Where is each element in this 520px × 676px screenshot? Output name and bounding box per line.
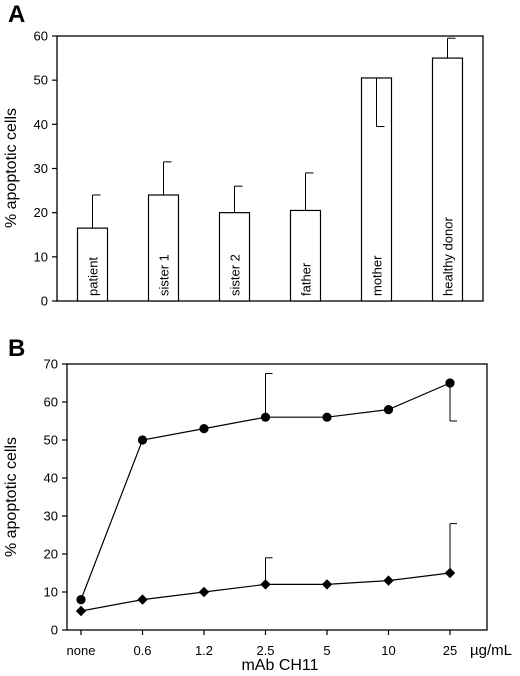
panel-b-x-tick-label: none [67,643,96,658]
data-point-circle [260,412,271,422]
panel-a-y-tick-label: 40 [34,117,48,132]
panel-b-x-tick-label: 2.5 [256,643,274,658]
bar-label: patient [86,257,101,296]
data-point-diamond [383,575,394,586]
series-circle [76,373,457,605]
panel-b-y-axis-title: % apoptotic cells [3,437,20,557]
panel-b-y-tick-label: 50 [44,433,58,448]
panel-b-x-unit: µg/mL [470,642,512,659]
data-point-circle [199,424,209,434]
data-point-circle [322,412,332,422]
bar-sister-1 [147,194,180,302]
data-point-diamond [198,586,210,598]
bar-label: healthy donor [441,217,456,296]
panel-b-y-tick-label: 30 [44,509,58,524]
panel-a-y-tick-label: 30 [34,161,48,176]
panel-b-y-tick-label: 0 [51,623,58,638]
data-point-diamond [444,567,456,579]
data-point-circle [76,595,86,605]
panel-b-y-tick-label: 40 [44,471,58,486]
series-diamond [75,523,457,617]
panel-a-y-tick-label: 50 [34,73,48,88]
panel-b-x-tick-label: 0.6 [133,643,151,658]
panel-b-x-tick-label: 25 [443,643,457,658]
panel-b-x-tick-label: 10 [381,643,395,658]
panel-b-letter: B [8,335,25,362]
panel-b-y-tick-label: 70 [44,357,58,372]
panel-b-x-axis-title: mAb CH11 [241,657,318,674]
panel-a-y-tick-label: 0 [41,294,48,309]
panel-b-x-tick-label: 5 [323,643,330,658]
panel-a-letter: A [8,1,25,28]
panel-b-x-tick-label: 1.2 [195,643,213,658]
bar-father [289,209,322,302]
bar-healthy-donor [431,57,464,302]
bar-patient [76,227,109,302]
bar-label: mother [370,255,385,296]
panel-a-y-axis-title: % apoptotic cells [3,108,20,228]
panel-b-chart: B % apoptotic cells mAb CH11 µg/mL 0 10 20… [3,335,512,674]
panel-b-y-tick-label: 60 [44,395,58,410]
data-point-diamond [75,605,87,617]
bar-sister-2 [218,212,251,302]
panel-a-y-tick-label: 60 [34,29,48,44]
panel-b-plot-frame [66,363,488,631]
panel-a-plot-frame [56,35,484,302]
panel-a-y-tick-label: 10 [34,249,48,264]
data-point-circle [137,435,148,445]
bar-label: sister 1 [157,254,172,296]
data-point-diamond [137,594,148,605]
panel-a-chart: A % apoptotic cells 0 10 20 30 40 50 60 patien… [3,1,484,309]
bar-label: father [299,262,314,296]
panel-a-y-tick-label: 20 [34,205,48,220]
data-point-diamond [260,579,271,590]
data-point-diamond [321,579,333,590]
panel-b-y-tick-label: 10 [44,585,58,600]
data-point-circle [383,405,394,415]
data-point-circle [445,378,455,388]
bar-label: sister 2 [228,254,243,296]
panel-b-y-tick-label: 20 [44,547,58,562]
